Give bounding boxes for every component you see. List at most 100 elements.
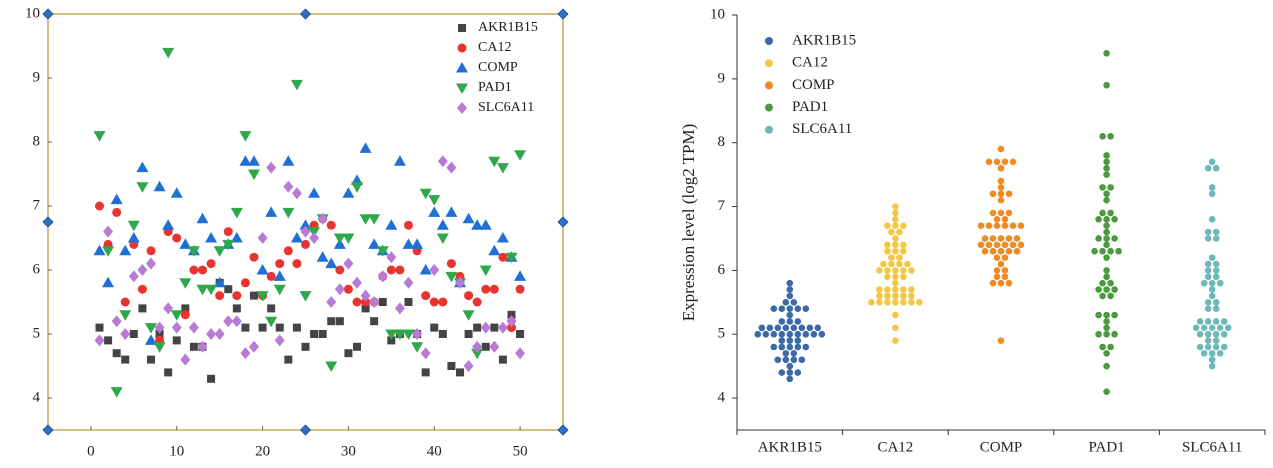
- data-point: [993, 241, 1001, 249]
- data-point: [352, 276, 362, 289]
- data-point: [997, 337, 1005, 344]
- data-point: [1204, 164, 1212, 172]
- data-point: [488, 156, 501, 168]
- data-point: [154, 321, 165, 334]
- data-point: [1212, 318, 1220, 325]
- data-point: [1192, 324, 1200, 332]
- data-point: [782, 299, 790, 306]
- data-point: [1212, 235, 1220, 242]
- data-point: [1212, 330, 1220, 338]
- legend-marker: [456, 62, 468, 73]
- data-point: [342, 187, 355, 198]
- data-point: [997, 279, 1005, 287]
- data-point: [162, 47, 175, 59]
- data-point: [778, 343, 786, 351]
- legend-marker: [765, 81, 773, 90]
- legend-label: COMP: [478, 60, 518, 75]
- data-point: [1204, 267, 1212, 274]
- data-point: [368, 238, 381, 249]
- data-point: [274, 334, 285, 347]
- data-point: [794, 330, 802, 338]
- data-point: [884, 286, 891, 293]
- legend-label: PAD1: [478, 80, 512, 95]
- data-point: [1111, 330, 1118, 338]
- y-tick-label: 6: [33, 261, 41, 277]
- data-point: [892, 216, 899, 223]
- data-point: [119, 244, 132, 256]
- data-point: [806, 324, 814, 332]
- data-point: [778, 305, 786, 312]
- legend-marker: [457, 43, 467, 53]
- data-point: [993, 254, 1001, 261]
- data-point: [798, 356, 806, 364]
- data-point: [411, 238, 424, 249]
- data-point: [206, 259, 216, 269]
- data-point: [404, 298, 413, 306]
- data-point: [127, 232, 140, 243]
- data-point: [754, 330, 762, 338]
- legend-marker: [765, 37, 773, 45]
- data-point: [1208, 362, 1216, 370]
- data-point: [1212, 337, 1220, 344]
- data-point: [497, 321, 508, 334]
- data-point: [376, 246, 389, 257]
- data-point: [420, 347, 431, 360]
- data-point: [810, 330, 818, 338]
- data-point: [770, 330, 778, 338]
- data-point: [1009, 222, 1017, 229]
- data-point: [786, 330, 794, 338]
- data-point: [1099, 279, 1106, 287]
- data-point: [256, 291, 269, 302]
- data-point: [282, 207, 295, 219]
- data-point: [1001, 254, 1009, 261]
- data-point: [104, 336, 113, 345]
- data-point: [385, 219, 398, 230]
- data-point: [1220, 343, 1228, 351]
- data-point: [327, 317, 336, 326]
- data-point: [1107, 209, 1114, 217]
- data-point: [179, 278, 192, 289]
- data-point: [164, 368, 173, 377]
- data-point: [993, 222, 1001, 229]
- data-point: [1103, 254, 1110, 261]
- data-point: [1204, 337, 1212, 344]
- data-point: [207, 374, 216, 383]
- data-point: [343, 257, 354, 270]
- data-point: [265, 316, 278, 328]
- legend-label: SLC6A11: [792, 121, 852, 137]
- data-point: [1001, 273, 1009, 281]
- data-point: [248, 155, 260, 166]
- data-point: [1212, 305, 1220, 312]
- data-point: [997, 184, 1005, 191]
- data-point: [1009, 158, 1017, 166]
- data-point: [361, 304, 370, 313]
- data-point: [900, 299, 907, 306]
- data-point: [196, 284, 209, 296]
- data-point: [1005, 209, 1013, 217]
- legend-label: CA12: [478, 40, 511, 55]
- data-point: [1013, 247, 1021, 255]
- data-point: [112, 207, 122, 217]
- data-point: [786, 311, 794, 319]
- data-point: [480, 321, 491, 334]
- data-point: [1208, 158, 1216, 166]
- x-tick-label: 50: [513, 443, 528, 459]
- data-point: [782, 324, 790, 332]
- legend-marker: [765, 59, 773, 68]
- data-point: [876, 292, 883, 300]
- data-point: [283, 246, 293, 256]
- data-point: [223, 315, 234, 328]
- data-point: [404, 220, 413, 230]
- data-point: [446, 161, 457, 174]
- data-point: [1103, 190, 1110, 198]
- data-point: [326, 296, 337, 308]
- data-point: [189, 265, 199, 275]
- data-point: [232, 291, 242, 301]
- data-point: [462, 212, 475, 224]
- data-point: [481, 284, 491, 294]
- data-point: [162, 219, 175, 230]
- data-point: [1103, 273, 1110, 281]
- data-point: [876, 267, 883, 274]
